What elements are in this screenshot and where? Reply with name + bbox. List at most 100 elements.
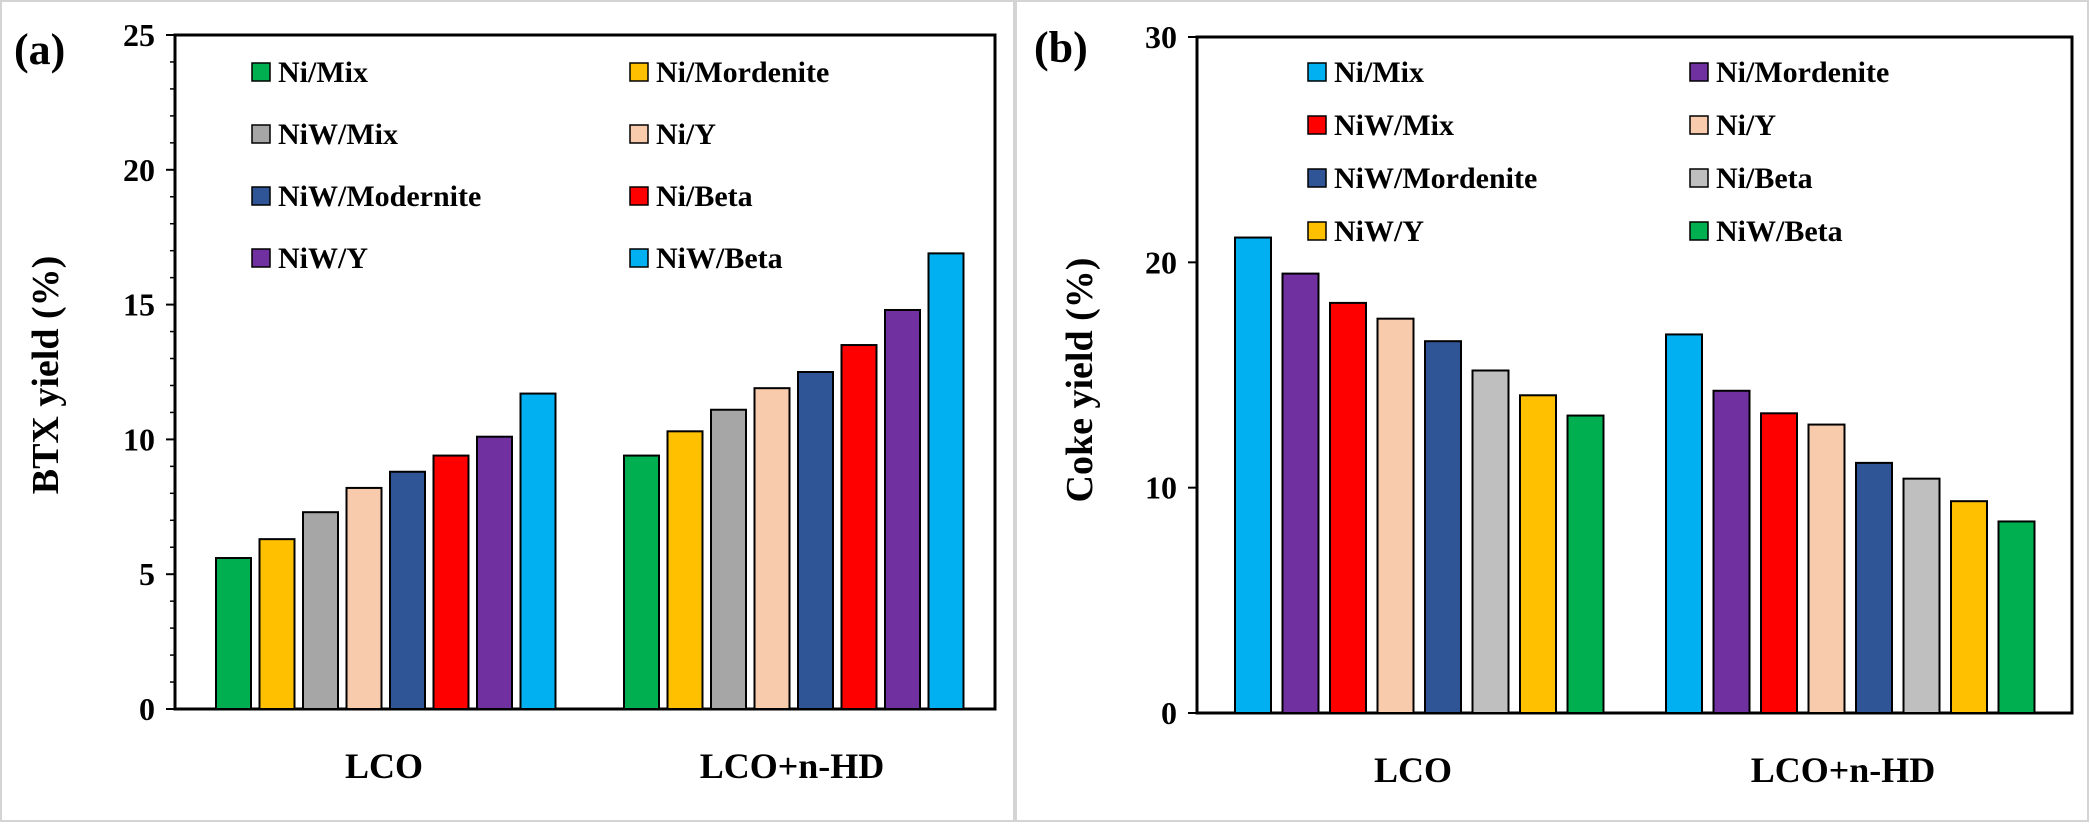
- panel-a-bar-ni-beta-lco: [432, 454, 470, 710]
- panel-b-bar-niw-mordenite-lco: [1424, 340, 1462, 714]
- panel-b-legend-item: NiW/Beta: [1689, 215, 1843, 248]
- panel-b-legend-item: NiW/Mordenite: [1307, 162, 1537, 195]
- panel-a-bar-ni-beta-lco-nhd: [840, 344, 878, 710]
- panel-b-y-tick-label: 0: [1161, 695, 1177, 731]
- panel-b-legend-swatch: [1307, 221, 1327, 241]
- panel-a-category-label: LCO+n-HD: [700, 746, 885, 786]
- panel-b-legend-label: NiW/Mordenite: [1334, 162, 1537, 195]
- panel-a-bar-niw-beta-lco: [519, 392, 557, 710]
- panel-b-legend-item: Ni/Beta: [1689, 162, 1813, 195]
- panel-a-bar-ni-y-lco-nhd: [753, 387, 791, 710]
- panel-a-bar-niw-mix-lco: [302, 511, 339, 711]
- panel-a-bar-ni-y-lco: [345, 486, 383, 711]
- panel-a-bar-ni-mix-lco-nhd: [623, 454, 660, 710]
- panel-a-legend-label: NiW/Y: [278, 242, 368, 275]
- panel-b-category-label: LCO: [1374, 750, 1452, 790]
- panel-b-plot-frame: [1195, 35, 2074, 715]
- panel-b-bar-niw-beta-lco-nhd: [1997, 520, 2036, 715]
- panel-b-bar-niw-mix-lco-nhd: [1760, 412, 1798, 714]
- panel-b-bar-ni-mix-lco-nhd: [1665, 333, 1703, 714]
- panel-b-y-tick-label: 10: [1145, 470, 1177, 506]
- panel-b-y-axis-title: Coke yield (%): [1059, 258, 1101, 503]
- panel-a-legend-item: Ni/Mix: [251, 56, 368, 89]
- panel-a-legend-swatch: [629, 186, 649, 206]
- panel-a-legend-swatch: [629, 124, 649, 144]
- panel-b-legend-swatch: [1307, 62, 1327, 82]
- panel-a-plot-frame: [173, 33, 997, 711]
- panel-a-label: (a): [14, 25, 65, 74]
- panel-b-category-label: LCO+n-HD: [1751, 750, 1936, 790]
- panel-a-category-label: LCO: [345, 746, 423, 786]
- panel-a-legend-item: NiW/Y: [251, 242, 368, 275]
- panel-b-bar-ni-beta-lco-nhd: [1902, 477, 1941, 714]
- panel-a-bar-ni-mordenite-lco-nhd: [666, 430, 704, 710]
- panel-b-legend-label: Ni/Y: [1716, 109, 1776, 142]
- panel-a-legend-label: Ni/Mordenite: [656, 56, 829, 89]
- panel-b-bar-ni-mordenite-lco-nhd: [1712, 389, 1751, 714]
- panel-a-legend-swatch: [251, 186, 271, 206]
- panel-b-bar-niw-mix-lco: [1329, 301, 1367, 714]
- panel-a-y-tick-label: 10: [123, 421, 155, 457]
- panel-b-bar-ni-y-lco: [1376, 317, 1415, 714]
- panel-a-legend-label: NiW/Beta: [656, 242, 783, 275]
- panel-b-legend-label: NiW/Beta: [1716, 215, 1843, 248]
- panel-b-label: (b): [1034, 23, 1088, 72]
- panel-a-legend-item: NiW/Mix: [251, 118, 398, 151]
- panel-b-legend-swatch: [1307, 168, 1327, 188]
- panel-b-legend-label: Ni/Mordenite: [1716, 56, 1889, 89]
- panel-a-legend-label: Ni/Y: [656, 118, 716, 151]
- panel-b-legend-label: Ni/Beta: [1716, 162, 1813, 195]
- panel-a-legend-swatch: [251, 124, 271, 144]
- panel-b-legend-swatch: [1689, 168, 1709, 188]
- panel-b-legend-swatch: [1689, 62, 1709, 82]
- panel-b-bar-niw-beta-lco: [1566, 414, 1605, 714]
- panel-a-y-tick-label: 20: [123, 152, 155, 188]
- panel-a-legend-item: Ni/Beta: [629, 180, 753, 213]
- coke-yield-chart: 0 10 20 30 LCO LCO+n-HD Ni/Mix Ni/Mordenite NiW/…: [1145, 19, 2074, 790]
- panel-a-legend-label: Ni/Mix: [278, 56, 368, 89]
- panel-b-bar-niw-y-lco-nhd: [1950, 500, 1988, 715]
- panel-b-legend-swatch: [1689, 221, 1709, 241]
- panel-b-bar-ni-beta-lco: [1471, 369, 1510, 714]
- panel-b-y-tick-label: 30: [1145, 19, 1177, 55]
- btx-yield-chart: 0 5 10 15 20 25 LCO LCO+n-HD Ni/Mix Ni/Mordenite N…: [123, 17, 997, 786]
- panel-b-legend-label: Ni/Mix: [1334, 56, 1424, 89]
- panel-a-bar-ni-mordenite-lco: [258, 538, 296, 710]
- panel-b-legend-item: NiW/Mix: [1307, 109, 1454, 142]
- panel-b-bar-niw-mordenite-lco-nhd: [1855, 461, 1893, 714]
- panel-a-legend-item: NiW/Modernite: [251, 180, 481, 213]
- panel-a-legend-swatch: [251, 62, 271, 82]
- panel-a-legend-label: NiW/Modernite: [278, 180, 481, 213]
- panel-a-legend-item: Ni/Y: [629, 118, 716, 151]
- panel-a-bar-ni-mix-lco: [215, 557, 252, 710]
- panel-a-bar-niw-modernite-lco: [389, 470, 426, 711]
- panel-b-legend-label: NiW/Mix: [1334, 109, 1454, 142]
- panel-a-y-tick-label: 0: [139, 691, 155, 727]
- panel-b-legend-item: Ni/Mordenite: [1689, 56, 1889, 89]
- panel-a-bar-niw-y-lco: [476, 435, 513, 710]
- panel-a-y-tick-label: 25: [123, 17, 155, 53]
- panel-b-legend-label: NiW/Y: [1334, 215, 1424, 248]
- panel-b-legend-item: Ni/Y: [1689, 109, 1776, 142]
- panel-a-bar-niw-modernite-lco-nhd: [797, 371, 834, 710]
- panel-a-y-axis-title: BTX yield (%): [25, 256, 67, 495]
- panel-a-legend-swatch: [629, 62, 649, 82]
- panel-b-bar-ni-mix-lco: [1234, 236, 1272, 714]
- panel-a-legend-swatch: [251, 248, 271, 268]
- panel-b-legend-swatch: [1689, 115, 1709, 135]
- panel-a-legend-swatch: [629, 248, 649, 268]
- panel-a-legend-item: NiW/Beta: [629, 242, 783, 275]
- panel-a-bar-niw-mix-lco-nhd: [710, 408, 747, 710]
- panel-a-legend-label: Ni/Beta: [656, 180, 753, 213]
- panel-b-legend-item: NiW/Y: [1307, 215, 1424, 248]
- panel-b-y-tick-label: 20: [1145, 244, 1177, 280]
- panel-b-legend-swatch: [1307, 115, 1327, 135]
- panel-b-bar-niw-y-lco: [1519, 394, 1557, 714]
- panel-b-bar-ni-mordenite-lco: [1281, 272, 1320, 714]
- panel-b-bar-ni-y-lco-nhd: [1807, 423, 1846, 714]
- panel-a-y-tick-label: 15: [123, 287, 155, 323]
- panel-b-legend-item: Ni/Mix: [1307, 56, 1424, 89]
- panel-a-y-tick-label: 5: [139, 556, 155, 592]
- panel-a-legend-item: Ni/Mordenite: [629, 56, 829, 89]
